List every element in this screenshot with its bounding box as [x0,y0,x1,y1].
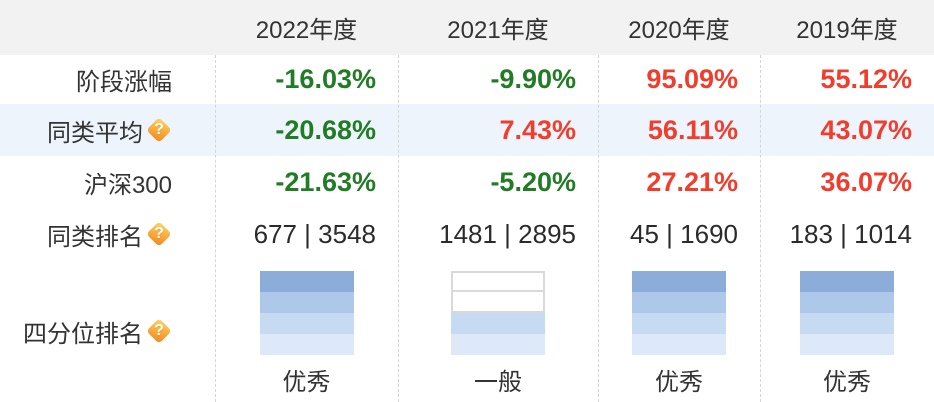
column-header-2021: 2021年度 [447,17,549,44]
column-header-2020: 2020年度 [628,17,730,44]
quartile-segment-4 [632,334,726,355]
header-spacer [0,0,215,55]
quartile-cell-2019: 优秀 [760,260,934,402]
column-separator [398,55,399,402]
quartile-segment-2 [451,292,545,313]
table-header-row: 2022年度 2021年度 2020年度 2019年度 [0,0,934,55]
quartile-grade-2022: 优秀 [282,369,331,396]
hs300-2020: 27.21% [646,166,738,197]
table-row-quartile-rank: 四分位排名 ? 优秀 一般 [0,260,934,402]
help-icon[interactable]: ? [146,318,172,344]
quartile-segment-4 [451,334,545,355]
column-separator [215,55,216,402]
row-label-peer-average: 同类平均 ? [0,104,215,156]
question-mark-glyph: ? [154,225,164,242]
row-label-hs300: 沪深300 [83,171,172,199]
peer-average-2020: 56.11% [647,114,738,145]
table-row-stage-gain: 阶段涨幅 -16.03% -9.90% 95.09% 55.12% [0,55,934,104]
quartile-segment-3 [451,313,545,334]
peer-average-label: 同类平均 [47,119,143,147]
peer-rank-2020: 45 | 1690 [630,218,738,249]
peer-rank-2019: 183 | 1014 [789,218,912,249]
column-separator [598,55,599,402]
quartile-rank-label: 四分位排名 [23,320,143,348]
question-mark-glyph: ? [154,121,164,138]
quartile-segment-3 [632,313,726,334]
quartile-bar-2022 [259,271,354,355]
quartile-cell-2022: 优秀 [215,260,398,402]
quartile-segment-1 [259,271,354,292]
help-icon[interactable]: ? [146,117,172,143]
quartile-cell-2020: 优秀 [598,260,760,402]
quartile-grade-2019: 优秀 [823,369,871,396]
peer-rank-2022: 677 | 3548 [253,218,376,249]
table-row-peer-average: 同类平均 ? -20.68% 7.43% 56.11% 43.07% [0,104,934,156]
column-header-2019: 2019年度 [796,17,898,44]
quartile-cell-2021: 一般 [398,260,598,402]
quartile-bar-2020 [632,271,726,355]
row-label-stage-gain: 阶段涨幅 [76,69,172,96]
hs300-2019: 36.07% [820,166,912,197]
quartile-segment-1 [632,271,726,292]
quartile-grade-2020: 优秀 [655,369,703,396]
quartile-segment-3 [259,313,354,334]
peer-average-2019: 43.07% [820,114,912,145]
quartile-segment-2 [800,292,894,313]
quartile-segment-3 [800,313,894,334]
stage-gain-2020: 95.09% [646,64,738,94]
table-row-peer-rank: 同类排名 ? 677 | 3548 1481 | 2895 45 | 1690 … [0,208,934,260]
stage-gain-2019: 55.12% [820,64,912,94]
peer-rank-2021: 1481 | 2895 [439,218,576,249]
quartile-grade-2021: 一般 [474,369,522,396]
hs300-2022: -21.63% [275,166,376,197]
quartile-segment-2 [259,292,354,313]
question-mark-glyph: ? [154,322,164,339]
quartile-bar-2019 [800,271,894,355]
quartile-segment-2 [632,292,726,313]
quartile-segment-4 [259,334,354,355]
peer-average-2021: 7.43% [499,114,576,145]
quartile-segment-4 [800,334,894,355]
quartile-segment-1 [800,271,894,292]
row-label-peer-rank: 同类排名 ? [0,208,215,260]
help-icon[interactable]: ? [146,221,172,247]
peer-average-2022: -20.68% [275,114,376,145]
quartile-segment-1 [451,271,545,292]
stage-gain-2021: -9.90% [490,64,576,94]
peer-rank-label: 同类排名 [47,223,143,251]
hs300-2021: -5.20% [490,166,576,197]
quartile-bar-2021 [451,271,545,355]
table-row-hs300: 沪深300 -21.63% -5.20% 27.21% 36.07% [0,156,934,208]
column-separator [760,55,761,402]
row-label-quartile-rank: 四分位排名 ? [0,260,215,402]
stage-gain-2022: -16.03% [275,64,376,94]
column-header-2022: 2022年度 [255,17,358,44]
